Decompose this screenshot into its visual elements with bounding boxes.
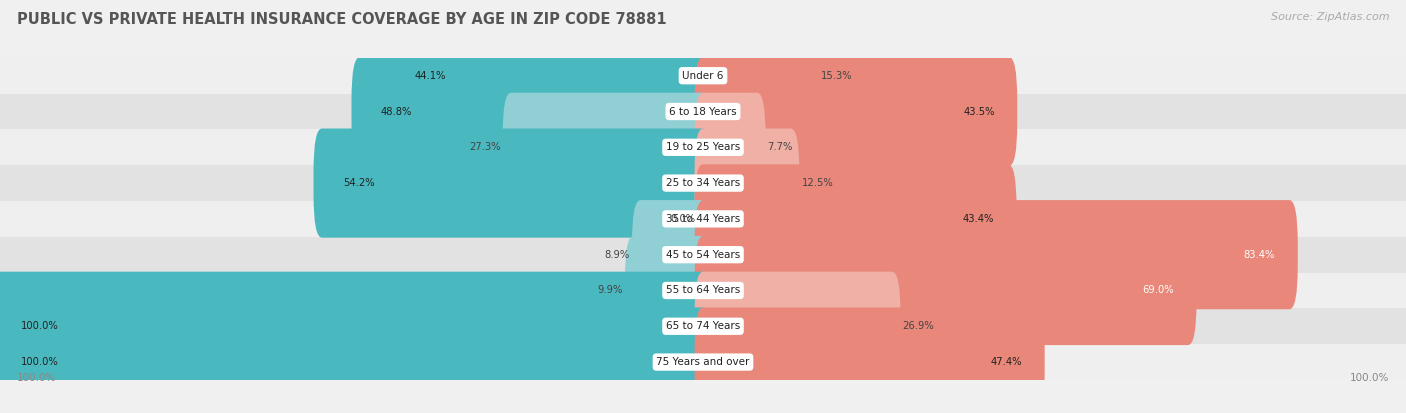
Text: 100.0%: 100.0% [17,373,56,383]
FancyBboxPatch shape [695,164,1017,273]
Text: 19 to 25 Years: 19 to 25 Years [666,142,740,152]
FancyBboxPatch shape [695,307,1045,413]
FancyBboxPatch shape [0,165,1406,201]
Text: 7.7%: 7.7% [768,142,793,152]
Text: PUBLIC VS PRIVATE HEALTH INSURANCE COVERAGE BY AGE IN ZIP CODE 78881: PUBLIC VS PRIVATE HEALTH INSURANCE COVER… [17,12,666,27]
FancyBboxPatch shape [314,128,711,238]
Text: 43.4%: 43.4% [963,214,994,224]
FancyBboxPatch shape [0,58,1406,94]
Text: 44.1%: 44.1% [415,71,446,81]
FancyBboxPatch shape [695,57,1018,166]
Text: 9.9%: 9.9% [598,285,623,295]
FancyBboxPatch shape [0,273,1406,309]
FancyBboxPatch shape [695,272,901,381]
Text: 47.4%: 47.4% [991,357,1022,367]
Text: Under 6: Under 6 [682,71,724,81]
Text: 65 to 74 Years: 65 to 74 Years [666,321,740,331]
Text: 83.4%: 83.4% [1244,250,1275,260]
Text: 55 to 64 Years: 55 to 64 Years [666,285,740,295]
FancyBboxPatch shape [385,21,711,131]
FancyBboxPatch shape [0,272,711,381]
Text: 75 Years and over: 75 Years and over [657,357,749,367]
Text: 0.0%: 0.0% [671,214,696,224]
FancyBboxPatch shape [0,307,711,413]
Text: 54.2%: 54.2% [343,178,374,188]
FancyBboxPatch shape [633,200,711,309]
Text: 100.0%: 100.0% [1350,373,1389,383]
Text: 100.0%: 100.0% [21,321,59,331]
Text: 27.3%: 27.3% [470,142,501,152]
FancyBboxPatch shape [695,236,1197,345]
Text: 6 to 18 Years: 6 to 18 Years [669,107,737,116]
Text: 45 to 54 Years: 45 to 54 Years [666,250,740,260]
Text: 15.3%: 15.3% [821,71,852,81]
Text: 43.5%: 43.5% [963,107,995,116]
FancyBboxPatch shape [695,93,765,202]
FancyBboxPatch shape [0,237,1406,273]
FancyBboxPatch shape [0,129,1406,165]
Text: 12.5%: 12.5% [801,178,834,188]
FancyBboxPatch shape [695,21,818,131]
Text: 100.0%: 100.0% [21,357,59,367]
FancyBboxPatch shape [0,94,1406,129]
FancyBboxPatch shape [0,309,1406,344]
FancyBboxPatch shape [503,93,711,202]
FancyBboxPatch shape [0,344,1406,380]
Text: 8.9%: 8.9% [605,250,630,260]
FancyBboxPatch shape [0,201,1406,237]
FancyBboxPatch shape [695,128,799,238]
Text: Source: ZipAtlas.com: Source: ZipAtlas.com [1271,12,1389,22]
Text: 48.8%: 48.8% [381,107,412,116]
Text: 35 to 44 Years: 35 to 44 Years [666,214,740,224]
FancyBboxPatch shape [624,236,711,345]
Text: 25 to 34 Years: 25 to 34 Years [666,178,740,188]
FancyBboxPatch shape [695,200,1298,309]
FancyBboxPatch shape [352,57,711,166]
Text: 69.0%: 69.0% [1143,285,1174,295]
Text: 26.9%: 26.9% [903,321,935,331]
